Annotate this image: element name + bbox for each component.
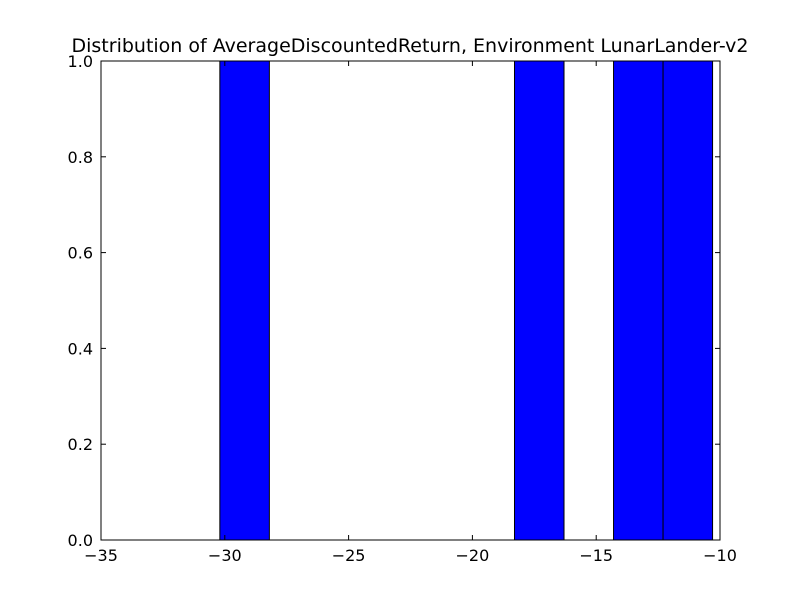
histogram-bar-0 (219, 60, 270, 541)
x-tick-label: −35 (84, 546, 118, 565)
histogram-bar-3 (662, 60, 714, 541)
y-tick-label: 1.0 (68, 52, 93, 71)
y-tick-label: 0.8 (68, 148, 93, 167)
x-tick-label: −15 (579, 546, 613, 565)
y-tick-label: 0.2 (68, 435, 93, 454)
x-tick-label: −20 (456, 546, 490, 565)
histogram-bar-2 (613, 60, 664, 541)
y-tick-label: 0.6 (68, 244, 93, 263)
x-tick-label: −30 (208, 546, 242, 565)
y-tick-label: 0.4 (68, 339, 93, 358)
x-tick-label: −10 (703, 546, 737, 565)
histogram-bar-1 (513, 60, 565, 541)
chart-title: Distribution of AverageDiscountedReturn,… (71, 35, 749, 57)
x-tick-label: −25 (332, 546, 366, 565)
axes-frame (100, 60, 721, 541)
y-tick-label: 0.0 (68, 531, 93, 550)
